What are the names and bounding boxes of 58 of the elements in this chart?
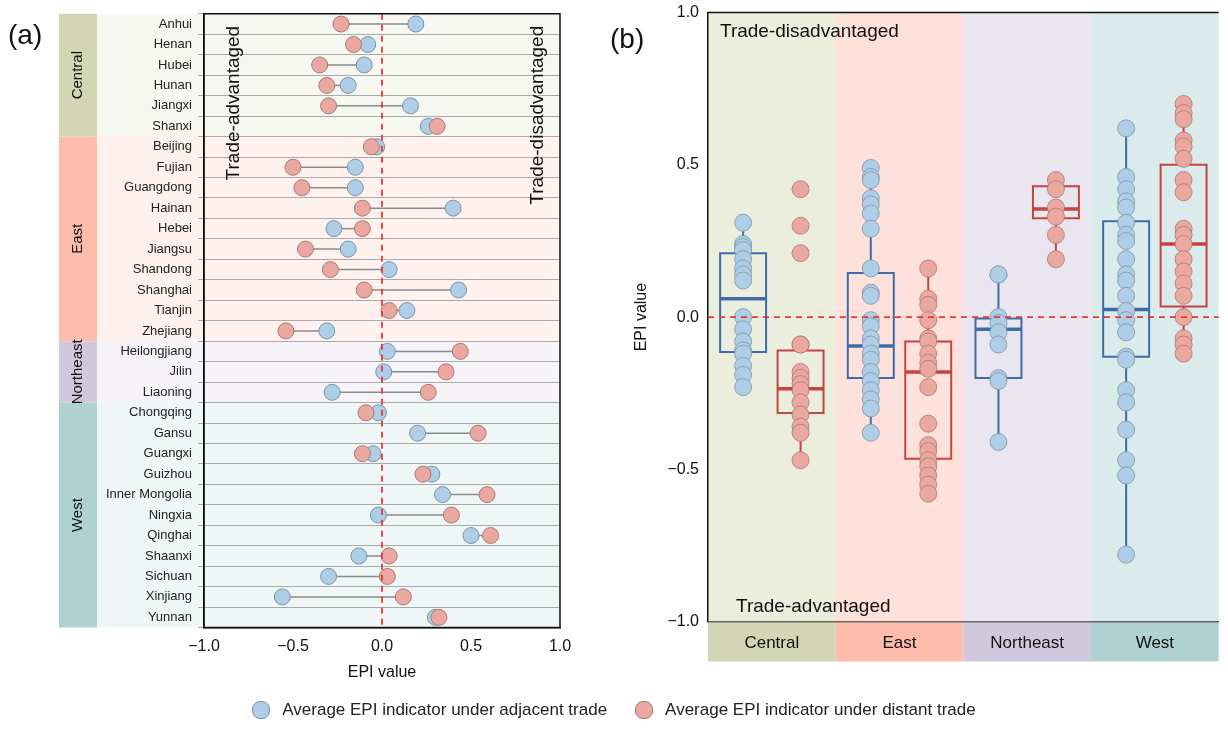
y-tick-label: Shandong xyxy=(132,261,192,277)
y-tick-label: 0.0 xyxy=(676,307,700,325)
y-tick-label: Fujian xyxy=(156,158,192,174)
x-tick-label: 0.5 xyxy=(459,636,483,654)
band-label: Central xyxy=(68,51,86,100)
y-tick-label: Jiangxi xyxy=(151,97,193,113)
band-label: Northeast xyxy=(68,338,86,405)
y-tick-label: Ningxia xyxy=(148,506,193,522)
y-tick-label: Hunan xyxy=(153,76,192,92)
y-tick-label: 1.0 xyxy=(676,3,700,21)
annotation: Trade-disadvantaged xyxy=(526,25,548,205)
y-tick-label: Hainan xyxy=(150,199,192,215)
y-tick-label: Hebei xyxy=(158,220,193,236)
y-tick-label: Chongqing xyxy=(129,404,192,420)
y-tick-label: Shanxi xyxy=(152,117,193,133)
x-tick-label: West xyxy=(1135,633,1175,653)
y-tick-label: Shanghai xyxy=(137,281,193,297)
y-tick-label: Qinghai xyxy=(147,527,193,543)
y-tick-label: Jilin xyxy=(169,363,192,379)
y-tick-label: Shaanxi xyxy=(145,547,193,563)
annotation: Trade-advantaged xyxy=(222,25,244,181)
y-tick-label: Yunnan xyxy=(147,608,192,624)
y-tick-label: Zhejiang xyxy=(142,322,192,338)
y-tick-label: Xinjiang xyxy=(145,588,192,604)
legend-label: Average EPI indicator under adjacent trade xyxy=(282,700,608,720)
y-tick-label: Guangxi xyxy=(143,445,193,461)
x-tick-label: 0.0 xyxy=(370,636,394,654)
y-tick-label: Anhui xyxy=(158,15,193,31)
y-tick-label: 0.5 xyxy=(676,155,700,173)
x-tick-label: Northeast xyxy=(990,633,1065,653)
y-tick-label: Henan xyxy=(153,36,192,52)
y-tick-label: −1.0 xyxy=(667,612,700,630)
y-tick-label: Beijing xyxy=(152,138,192,154)
x-tick-label: Central xyxy=(744,633,800,653)
y-tick-label: Gansu xyxy=(153,424,192,440)
y-axis-title: EPI value xyxy=(632,282,650,352)
x-axis-title: EPI value xyxy=(347,662,417,680)
y-tick-label: Jiangsu xyxy=(147,240,192,256)
y-tick-label: Guangdong xyxy=(124,179,192,195)
y-tick-label: Liaoning xyxy=(142,383,192,399)
annotation: Trade-advantaged xyxy=(736,594,891,616)
x-tick-label: −1.0 xyxy=(188,636,220,654)
y-tick-label: Guizhou xyxy=(143,465,192,481)
x-tick-label: East xyxy=(882,633,917,653)
y-tick-label: Inner Mongolia xyxy=(106,486,193,502)
band-label: East xyxy=(68,223,86,254)
text: (b) xyxy=(610,23,645,54)
band-label: West xyxy=(68,497,86,533)
annotation: Trade-disadvantaged xyxy=(720,19,899,41)
x-tick-label: −0.5 xyxy=(277,636,309,654)
y-tick-label: Hubei xyxy=(158,56,193,72)
y-tick-label: Sichuan xyxy=(145,568,192,584)
y-tick-label: Tianjin xyxy=(154,302,192,318)
y-tick-label: −0.5 xyxy=(667,459,700,477)
x-tick-label: 1.0 xyxy=(548,636,572,654)
y-tick-label: Heilongjiang xyxy=(120,342,192,358)
legend-label: Average EPI indicator under distant trade xyxy=(665,700,976,720)
text: (a) xyxy=(8,18,43,50)
